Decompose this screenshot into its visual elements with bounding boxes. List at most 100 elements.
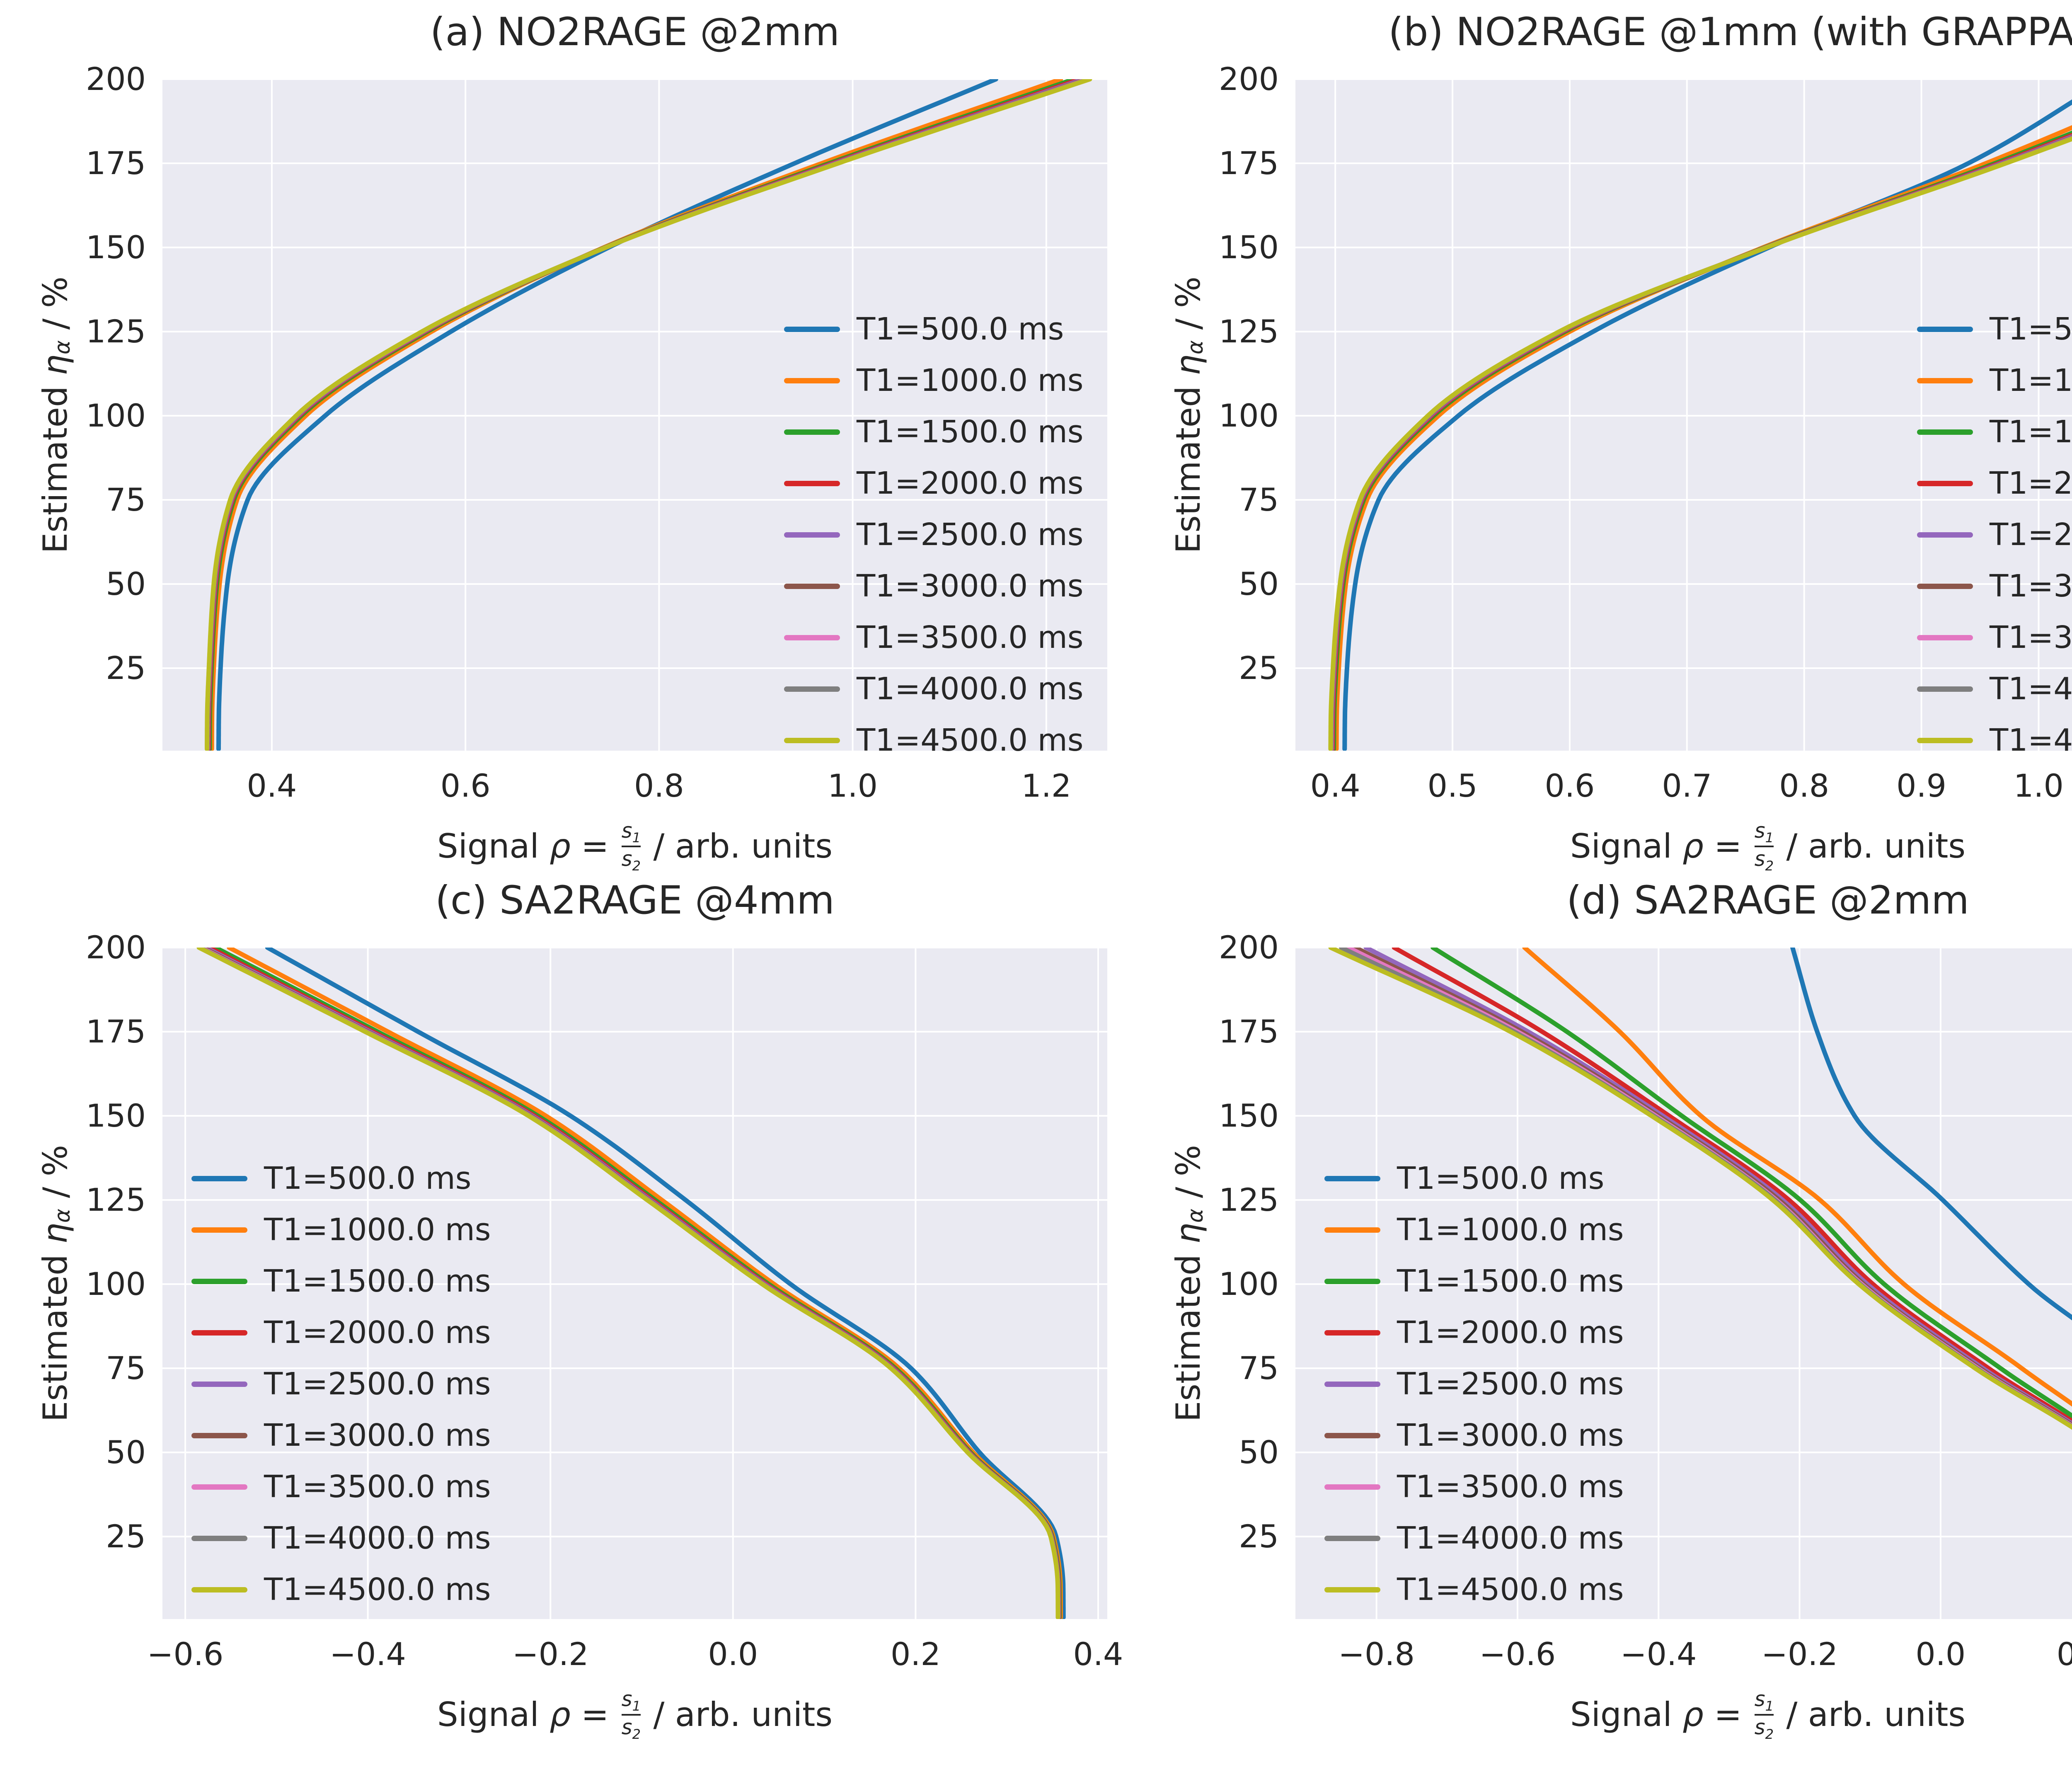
legend-item: T1=500.0 ms [784,303,1083,355]
xlabel-fraction-numerator: s1 [1755,1687,1774,1714]
xlabel-den-sub: 2 [632,1726,641,1742]
xlabel-den-sub: 2 [1765,1726,1774,1742]
legend-item: T1=1000.0 ms [784,355,1083,406]
x-tick-label: 0.7 [1662,767,1712,804]
ylabel-eta-subscript: α [50,340,75,354]
x-tick-label: −0.4 [1620,1636,1697,1672]
y-tick-label: 175 [85,1013,146,1050]
legend-item-label: T1=1500.0 ms [264,1263,491,1299]
xlabel-fraction: s1 s2 [620,1687,643,1742]
xlabel-fraction-denominator: s2 [1754,1714,1774,1742]
chart-title: (c) SA2RAGE @4mm [435,878,835,923]
y-axis-label: Estimated ηα / % [1152,79,1231,751]
xlabel-num-s: s [621,1687,632,1711]
xlabel-num-sub: 1 [1765,829,1774,846]
y-tick-label: 200 [1218,61,1279,97]
legend-line-swatch [1917,429,1973,435]
legend-line-swatch [191,1587,247,1592]
legend: T1=500.0 ms T1=1000.0 ms T1=1500.0 ms T1=20… [784,303,1083,766]
legend-item-label: T1=3500.0 ms [857,620,1084,655]
y-axis-label-text: Estimated ηα / % [1169,1145,1214,1422]
xlabel-suffix: / arb. units [1776,1695,1966,1734]
curves-canvas [162,79,1107,751]
xlabel-suffix: / arb. units [643,1695,833,1734]
xlabel-prefix: Signal [1570,1695,1683,1734]
y-axis-label: Estimated ηα / % [1152,948,1231,1619]
legend-line-swatch [784,635,840,640]
x-tick-label: 0.6 [1544,767,1595,804]
x-tick-label: 1.2 [1021,767,1072,804]
legend-item: T1=2500.0 ms [1917,509,2072,560]
legend-line-swatch [1917,480,1973,486]
legend-item-label: T1=3000.0 ms [857,568,1084,604]
legend-line-swatch [191,1176,247,1181]
legend-item-label: T1=1500.0 ms [1397,1263,1624,1299]
xlabel-fraction-denominator: s2 [1754,846,1774,874]
x-tick-label: 0.0 [1915,1636,1966,1672]
y-tick-label: 100 [85,397,146,434]
legend-line-swatch [191,1227,247,1233]
curve-t1-4500 [1328,136,2072,751]
x-tick-label: 0.2 [890,1636,941,1672]
legend-line-swatch [191,1381,247,1387]
legend-item: T1=500.0 ms [1917,303,2072,355]
xlabel-fraction-denominator: s2 [621,846,641,874]
y-tick-label: 100 [1218,1265,1279,1303]
chart-title: (b) NO2RAGE @1mm (with GRAPPA=2) [1388,10,2072,55]
legend-line-swatch [1324,1535,1380,1541]
legend-line-swatch [191,1330,247,1336]
y-tick-label: 50 [1239,1434,1279,1471]
legend-item: T1=4500.0 ms [1917,715,2072,766]
y-tick-label: 100 [85,1265,146,1303]
legend-line-swatch [784,532,840,538]
legend-item: T1=3500.0 ms [1324,1461,1624,1512]
xlabel-fraction-numerator: s1 [622,819,641,846]
x-tick-label: −0.2 [512,1636,589,1672]
xlabel-rho-symbol: ρ [549,1695,571,1734]
legend-line-swatch [1324,1330,1380,1336]
xlabel-den-s: s [621,847,632,871]
legend-item-label: T1=1500.0 ms [1990,414,2072,450]
legend-item-label: T1=3500.0 ms [1397,1469,1624,1505]
legend-item-label: T1=1000.0 ms [264,1212,491,1248]
legend-line-swatch [1917,635,1973,640]
x-axis-label: Signal ρ = s1 s2 / arb. units [1254,819,2072,876]
x-tick-label: 0.4 [247,767,297,804]
ylabel-suffix: / % [36,276,75,340]
xlabel-suffix: / arb. units [1776,827,1966,865]
legend-line-swatch [1917,326,1973,332]
legend-line-swatch [1917,686,1973,692]
legend-item-label: T1=1000.0 ms [1397,1212,1624,1248]
xlabel-fraction: s1 s2 [1752,819,1776,874]
legend-item: T1=500.0 ms [191,1153,491,1204]
legend-line-swatch [1324,1484,1380,1490]
ylabel-eta-symbol: η [1169,1222,1208,1244]
xlabel-equals: = [570,827,620,865]
y-tick-label: 25 [106,1518,146,1555]
legend-line-swatch [191,1433,247,1438]
legend-item-label: T1=2000.0 ms [1990,465,2072,501]
legend-line-swatch [191,1535,247,1541]
legend-item-label: T1=4000.0 ms [264,1520,491,1556]
legend-line-swatch [784,326,840,332]
legend-item: T1=2500.0 ms [1324,1358,1624,1410]
xlabel-fraction-numerator: s1 [622,1687,641,1714]
legend-item-label: T1=4000.0 ms [1397,1520,1624,1556]
y-tick-label: 200 [1218,929,1279,966]
xlabel-prefix: Signal [437,827,550,865]
legend-line-swatch [1917,583,1973,589]
legend-item-label: T1=2500.0 ms [1990,517,2072,553]
y-tick-label: 125 [85,1181,146,1219]
y-tick-label: 200 [85,61,146,97]
subplot-d: (d) SA2RAGE @2mm−0.8−0.6−0.4−0.20.00.20.… [1169,878,2072,1742]
legend-item-label: T1=2500.0 ms [857,517,1084,553]
legend-item-label: T1=1000.0 ms [857,363,1084,398]
curves-canvas [162,948,1107,1619]
legend-item-label: T1=4000.0 ms [857,671,1084,707]
ylabel-prefix: Estimated [36,375,75,554]
legend-item-label: T1=4500.0 ms [264,1572,491,1607]
legend-line-swatch [784,480,840,486]
legend-item-label: T1=500.0 ms [264,1161,472,1196]
x-tick-label: −0.6 [1479,1636,1556,1672]
